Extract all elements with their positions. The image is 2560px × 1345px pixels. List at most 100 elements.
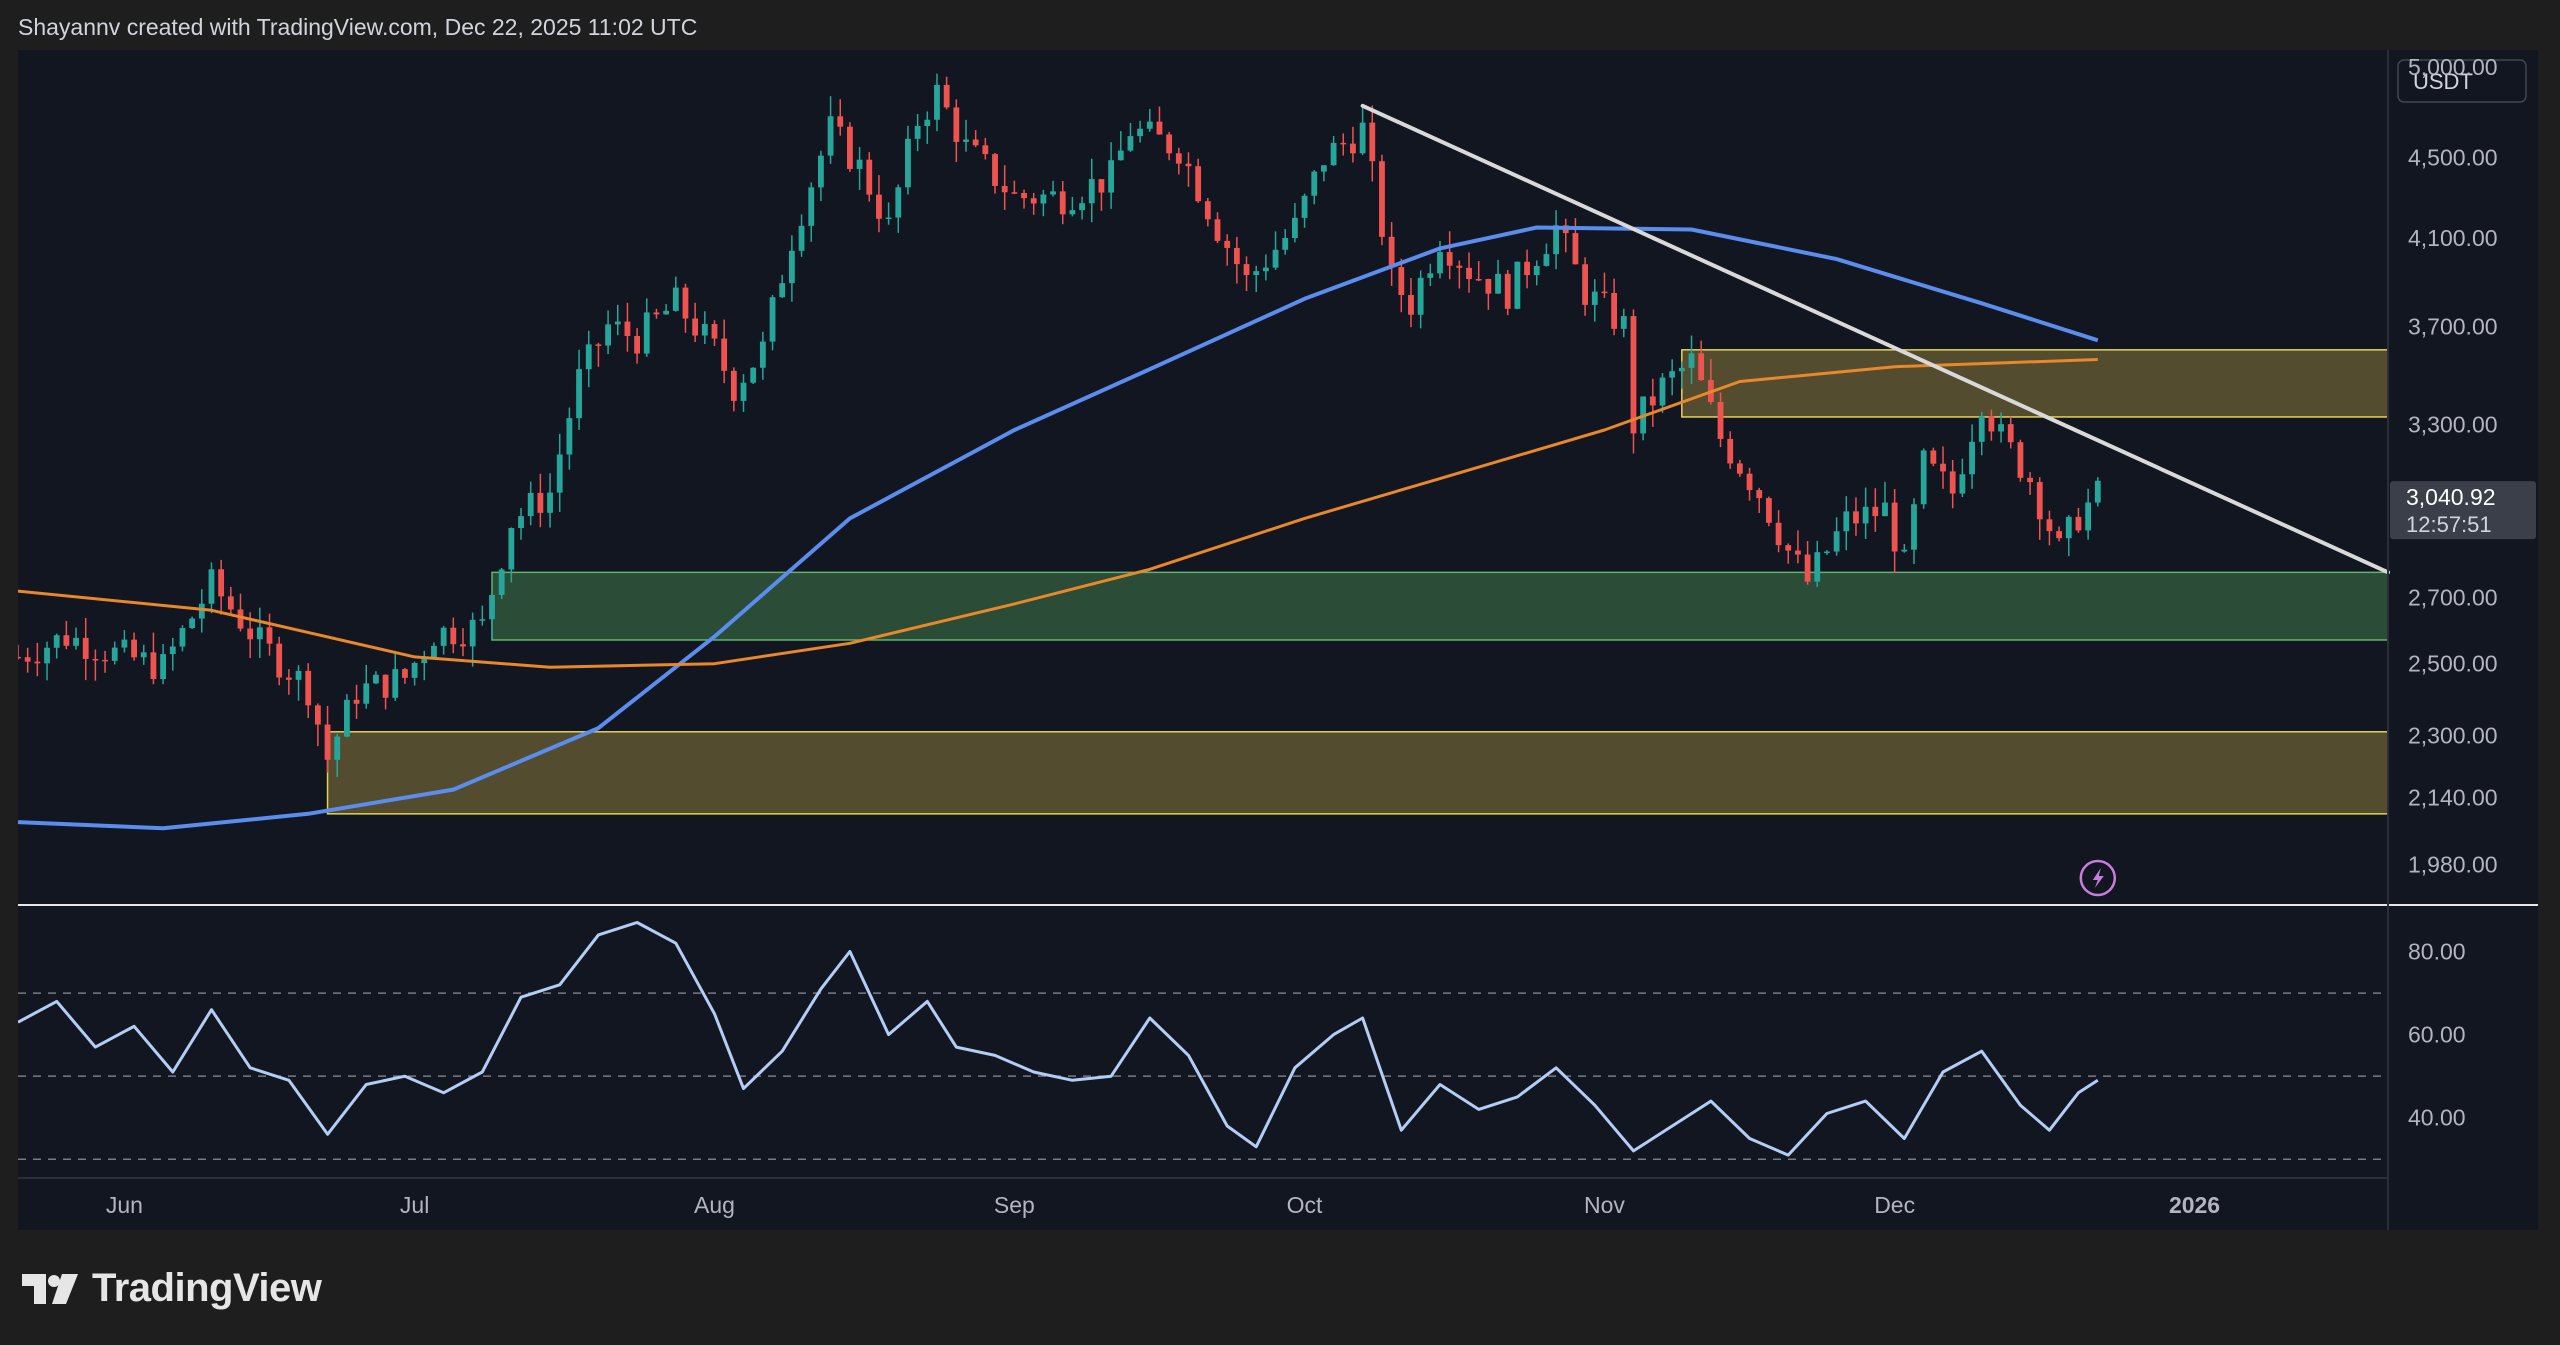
- candle-body: [1533, 265, 1540, 276]
- lightning-icon[interactable]: [2079, 859, 2117, 897]
- candle-body: [595, 344, 602, 346]
- candle-body: [663, 310, 670, 315]
- candle: [1920, 448, 1927, 509]
- candle: [1301, 193, 1308, 228]
- candle: [92, 649, 99, 681]
- candle-body: [266, 627, 273, 644]
- candle-body: [1001, 185, 1008, 193]
- candle-body: [634, 335, 641, 354]
- price-tick-label: 1,980.00: [2408, 851, 2498, 877]
- descending-trendline[interactable]: [1360, 103, 2390, 575]
- time-tick-label: Jun: [106, 1192, 143, 1218]
- candle-body: [701, 324, 708, 336]
- candle: [1988, 409, 1995, 441]
- currency-selector-box[interactable]: [2397, 59, 2527, 103]
- candle: [798, 214, 805, 257]
- candle-body: [518, 516, 524, 529]
- candle: [1669, 359, 1676, 396]
- candle: [769, 294, 776, 351]
- candle-body: [1359, 122, 1366, 154]
- candle: [1108, 142, 1115, 209]
- candle-body: [779, 283, 786, 298]
- candle-body: [2056, 531, 2063, 539]
- candle-body: [169, 646, 176, 655]
- candle-body: [1630, 316, 1637, 434]
- candle: [1224, 234, 1231, 266]
- candle: [1891, 489, 1898, 573]
- candle-body: [740, 382, 747, 401]
- candle-body: [556, 454, 563, 493]
- candle-body: [1253, 271, 1260, 276]
- candle-body: [411, 663, 418, 678]
- chart-frame[interactable]: USDT 5,000.00 4,500.00 4,100.00 3,700.00 3,30…: [15, 50, 2538, 1230]
- candle: [208, 562, 215, 614]
- support-resistance-zones: [326, 349, 2389, 815]
- candle-body: [527, 492, 534, 517]
- candle-countdown-label: 12:57:51: [2406, 512, 2492, 537]
- candle-body: [1649, 396, 1656, 406]
- candle-body: [1079, 203, 1085, 211]
- candle-body: [1417, 277, 1424, 315]
- candle-body: [1030, 198, 1037, 204]
- candle-body: [218, 569, 225, 597]
- candle: [982, 137, 989, 160]
- candle: [1824, 550, 1830, 555]
- candle-body: [189, 618, 196, 629]
- candle-body: [2094, 480, 2101, 503]
- candle: [305, 663, 312, 719]
- candle: [1185, 152, 1192, 187]
- candle: [1446, 231, 1453, 280]
- candle: [227, 586, 234, 616]
- candle-body: [1833, 531, 1840, 552]
- candle-body: [1243, 264, 1250, 276]
- tradingview-logo-icon: [22, 1273, 78, 1304]
- candle: [905, 125, 911, 195]
- candle-body: [2036, 482, 2043, 520]
- candle: [363, 664, 370, 709]
- candle: [1350, 126, 1356, 163]
- candle: [140, 644, 147, 665]
- candle-body: [334, 736, 341, 760]
- candle: [460, 628, 466, 657]
- candle: [1040, 189, 1047, 217]
- candle-body: [905, 138, 911, 188]
- candle: [440, 625, 447, 655]
- candle: [1398, 258, 1405, 313]
- candle: [895, 184, 902, 233]
- candle: [276, 636, 283, 686]
- candle: [1079, 196, 1085, 220]
- rsi-tick-label: 60.00: [2408, 1022, 2466, 1048]
- candle-body: [2027, 477, 2033, 483]
- candle-body: [1379, 161, 1385, 237]
- candle: [566, 407, 573, 470]
- candle: [556, 433, 563, 512]
- candle: [1727, 431, 1734, 469]
- candle-body: [837, 116, 844, 127]
- candle-body: [1978, 416, 1985, 442]
- lightning-icon-ring: [2079, 859, 2117, 897]
- candle-body: [547, 492, 553, 513]
- rsi-panel: [17, 921, 2388, 1160]
- candle: [1369, 105, 1376, 182]
- candle-body: [721, 338, 728, 371]
- candle-body: [1330, 142, 1337, 166]
- candle-body: [943, 84, 950, 108]
- candle: [1562, 218, 1569, 253]
- candle: [82, 617, 89, 681]
- candle-body: [788, 250, 795, 284]
- rsi-tick-label: 80.00: [2408, 939, 2466, 965]
- candle-body: [363, 683, 370, 704]
- candle: [1514, 261, 1521, 310]
- candle: [1272, 231, 1279, 270]
- candle: [1417, 270, 1424, 329]
- candle: [1591, 279, 1598, 322]
- currency-selector[interactable]: USDT: [2397, 59, 2527, 103]
- candle-body: [92, 658, 99, 661]
- candle-body: [1824, 551, 1830, 554]
- candle: [1930, 447, 1937, 467]
- candle: [527, 481, 534, 526]
- candle-body: [1872, 506, 1879, 517]
- candle-body: [1804, 554, 1811, 582]
